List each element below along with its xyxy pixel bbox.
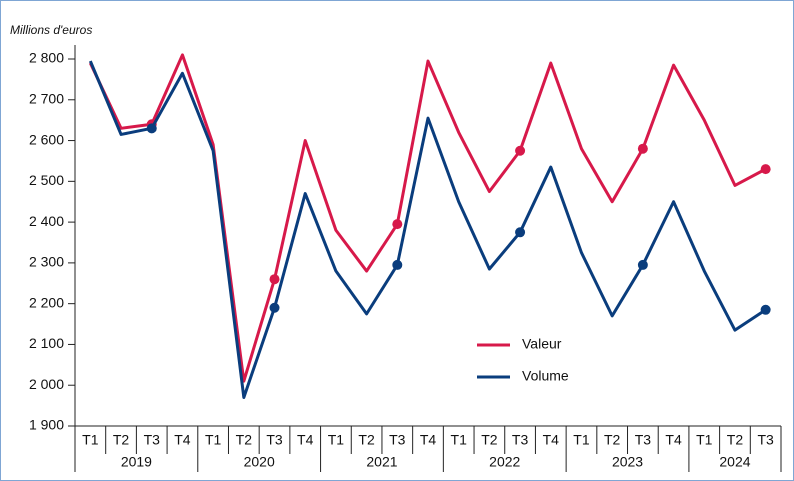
x-tick-label: T3 [389, 432, 406, 448]
y-tick-label: 2 400 [29, 213, 64, 229]
y-tick-label: 2 800 [29, 50, 64, 66]
x-tick-label: T1 [573, 432, 590, 448]
x-tick-label: T2 [604, 432, 621, 448]
x-tick-label: T2 [727, 432, 744, 448]
x-tick-label: T4 [543, 432, 560, 448]
x-tick-label: T3 [266, 432, 283, 448]
x-tick-label: T4 [174, 432, 191, 448]
x-tick-label: T3 [757, 432, 774, 448]
y-tick-label: 2 100 [29, 335, 64, 351]
group-label: 2023 [612, 454, 643, 470]
marker [392, 219, 403, 230]
marker [146, 123, 157, 134]
marker [392, 259, 403, 270]
x-tick-label: T1 [696, 432, 713, 448]
x-tick-label: T2 [481, 432, 498, 448]
x-tick-label: T2 [113, 432, 130, 448]
y-tick-label: 2 000 [29, 376, 64, 392]
y-tick-label: 2 200 [29, 294, 64, 310]
series-line [88, 53, 767, 383]
legend-label: Valeur [522, 336, 562, 352]
x-tick-label: T2 [236, 432, 253, 448]
marker [760, 164, 771, 175]
legend-label: Volume [522, 368, 569, 384]
x-tick-label: T3 [635, 432, 652, 448]
marker [269, 274, 280, 285]
group-label: 2024 [719, 454, 750, 470]
x-tick-label: T1 [451, 432, 468, 448]
group-label: 2019 [121, 454, 152, 470]
y-tick-label: 2 700 [29, 90, 64, 106]
y-axis-label: Millions d'euros [10, 23, 92, 37]
y-tick-label: 2 600 [29, 131, 64, 147]
y-tick-label: 1 900 [29, 417, 64, 433]
marker [515, 145, 526, 156]
marker [269, 302, 280, 313]
x-tick-label: T4 [665, 432, 682, 448]
marker [637, 259, 648, 270]
x-tick-label: T2 [358, 432, 375, 448]
x-tick-label: T4 [297, 432, 314, 448]
x-tick-label: T1 [205, 432, 222, 448]
series-line [88, 60, 767, 399]
group-label: 2022 [489, 454, 520, 470]
y-tick-label: 2 500 [29, 172, 64, 188]
x-tick-label: T3 [144, 432, 161, 448]
group-label: 2021 [366, 454, 397, 470]
marker [760, 304, 771, 315]
y-tick-label: 2 300 [29, 254, 64, 270]
marker [637, 143, 648, 154]
x-tick-label: T3 [512, 432, 529, 448]
x-tick-label: T1 [328, 432, 345, 448]
x-tick-label: T4 [420, 432, 437, 448]
x-tick-label: T1 [82, 432, 99, 448]
marker [515, 227, 526, 238]
group-label: 2020 [244, 454, 275, 470]
